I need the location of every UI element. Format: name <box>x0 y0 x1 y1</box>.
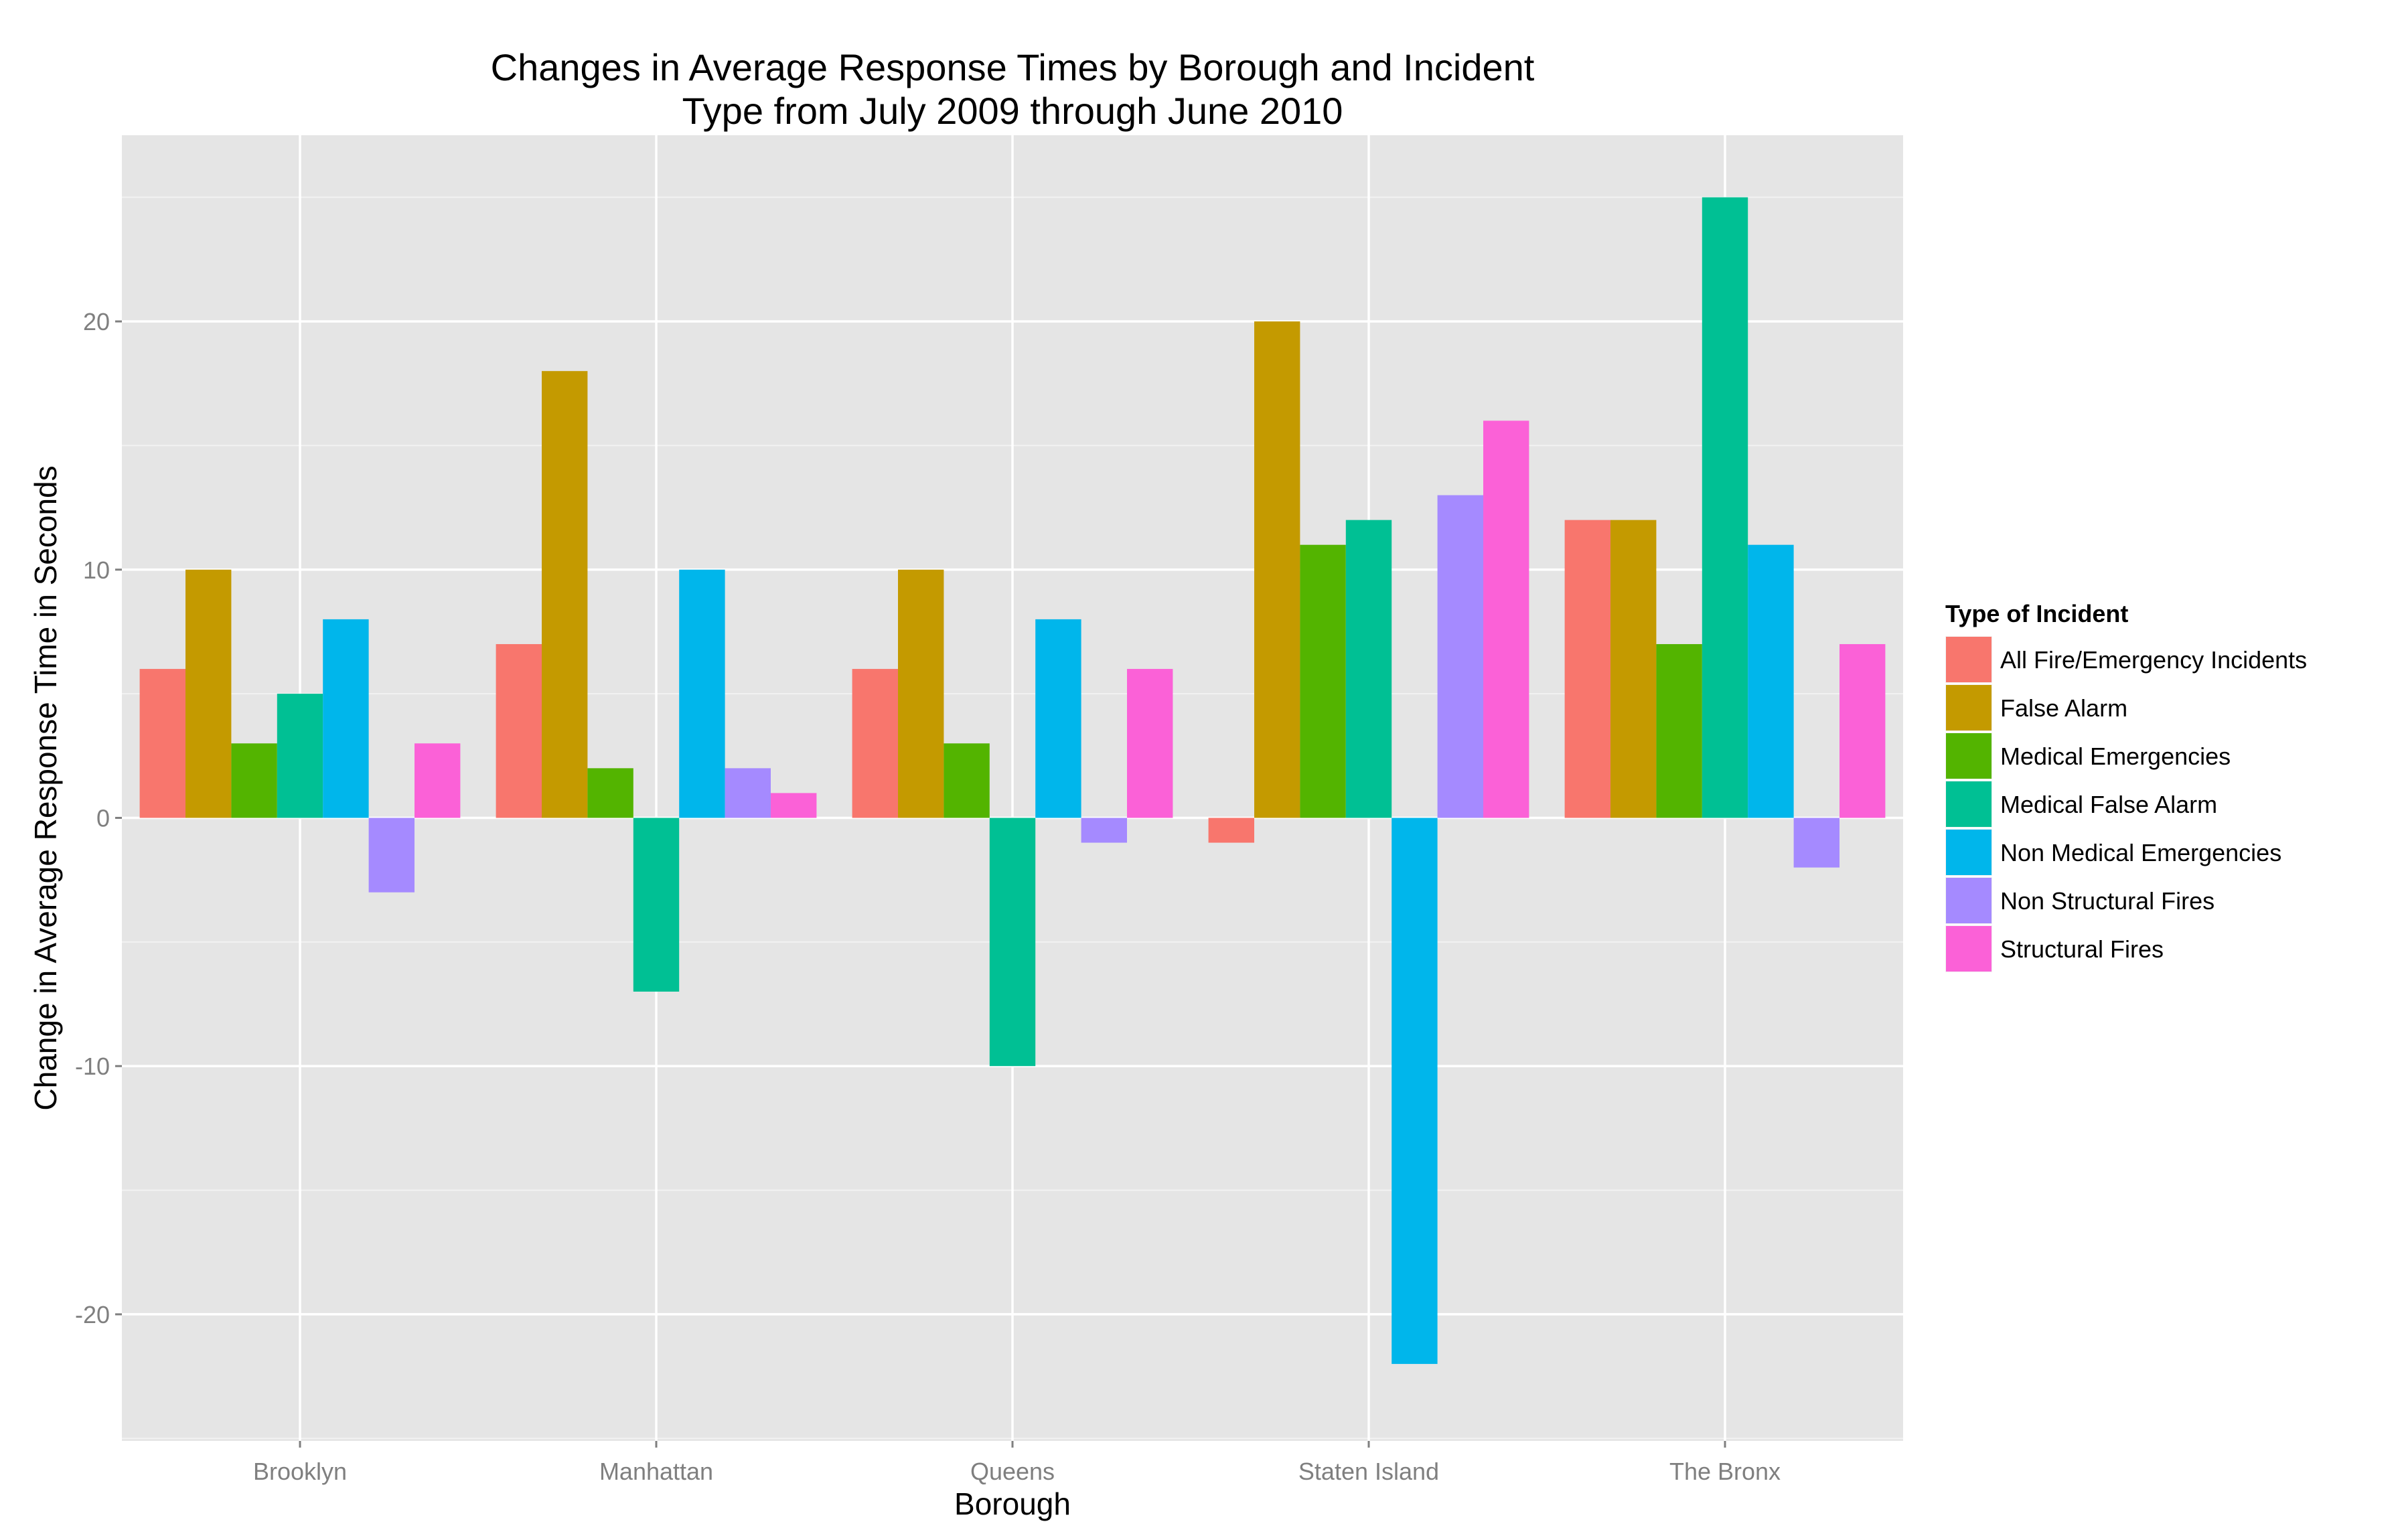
legend-title: Type of Incident <box>1945 600 2128 627</box>
bar <box>185 569 232 818</box>
legend-key <box>1946 733 1992 779</box>
bar <box>415 743 461 818</box>
x-tick-label: Brooklyn <box>253 1458 347 1485</box>
x-axis-title: Borough <box>954 1486 1071 1521</box>
bar <box>1300 544 1346 818</box>
bar <box>771 793 817 818</box>
y-tick-label: 0 <box>96 804 110 832</box>
bar <box>1702 197 1748 818</box>
bar <box>277 694 323 818</box>
tick-marks <box>115 320 1726 1448</box>
bar <box>679 569 725 818</box>
bar <box>139 669 185 818</box>
x-tick-labels: Brooklyn Manhattan Queens Staten Island The … <box>253 1458 1781 1485</box>
legend-label: False Alarm <box>2000 694 2127 722</box>
bar <box>1748 544 1794 818</box>
bar <box>1035 619 1081 818</box>
legend-label: Non Medical Emergencies <box>2000 839 2281 866</box>
y-axis-title: Change in Average Response Time in Secon… <box>28 465 63 1110</box>
bar <box>989 818 1036 1067</box>
legend-label: Structural Fires <box>2000 935 2164 963</box>
bar <box>944 743 990 818</box>
bar <box>542 371 588 818</box>
bar <box>368 818 415 893</box>
bar <box>1483 420 1529 818</box>
legend-label: Medical False Alarm <box>2000 791 2217 818</box>
bar <box>852 669 898 818</box>
bar <box>496 643 542 818</box>
bar <box>1656 643 1702 818</box>
x-tick-label: Staten Island <box>1298 1458 1439 1485</box>
legend-label: Non Structural Fires <box>2000 887 2215 915</box>
bar <box>1254 321 1300 818</box>
bar <box>1840 643 1886 818</box>
bar <box>1610 520 1657 818</box>
bar <box>1345 520 1392 818</box>
bar <box>1127 669 1173 818</box>
bar <box>1437 495 1483 818</box>
bar <box>633 818 680 992</box>
chart-title-line-1: Changes in Average Response Times by Bor… <box>491 46 1535 88</box>
bar <box>1564 520 1610 818</box>
bar <box>1208 818 1254 843</box>
bar <box>1081 818 1127 843</box>
y-tick-label: -20 <box>75 1301 110 1328</box>
legend-key <box>1946 781 1992 827</box>
legend-label: Medical Emergencies <box>2000 743 2231 770</box>
chart-title-line-2: Type from July 2009 through June 2010 <box>682 90 1343 132</box>
x-tick-label: Queens <box>970 1458 1055 1485</box>
bar <box>898 569 944 818</box>
bar <box>323 619 369 818</box>
bar <box>725 768 771 818</box>
y-tick-label: 10 <box>83 556 110 584</box>
bar-series <box>139 197 1886 1365</box>
x-tick-label: The Bronx <box>1669 1458 1781 1485</box>
legend-label: All Fire/Emergency Incidents <box>2000 646 2307 674</box>
bar <box>1793 818 1840 868</box>
y-tick-label: 20 <box>83 308 110 335</box>
legend: Type of Incident All Fire/Emergency Inci… <box>1945 600 2307 972</box>
legend-key <box>1946 637 1992 682</box>
bar <box>231 743 277 818</box>
legend-items: All Fire/Emergency Incidents False Alarm M… <box>1945 636 2307 972</box>
legend-key <box>1946 830 1992 875</box>
x-tick-label: Manhattan <box>599 1458 713 1485</box>
legend-key <box>1946 685 1992 730</box>
y-tick-labels: -20 -10 0 10 20 <box>75 308 110 1328</box>
bar <box>587 768 633 818</box>
legend-key <box>1946 878 1992 923</box>
y-tick-label: -10 <box>75 1053 110 1080</box>
legend-key <box>1946 926 1992 972</box>
bar <box>1392 818 1438 1365</box>
